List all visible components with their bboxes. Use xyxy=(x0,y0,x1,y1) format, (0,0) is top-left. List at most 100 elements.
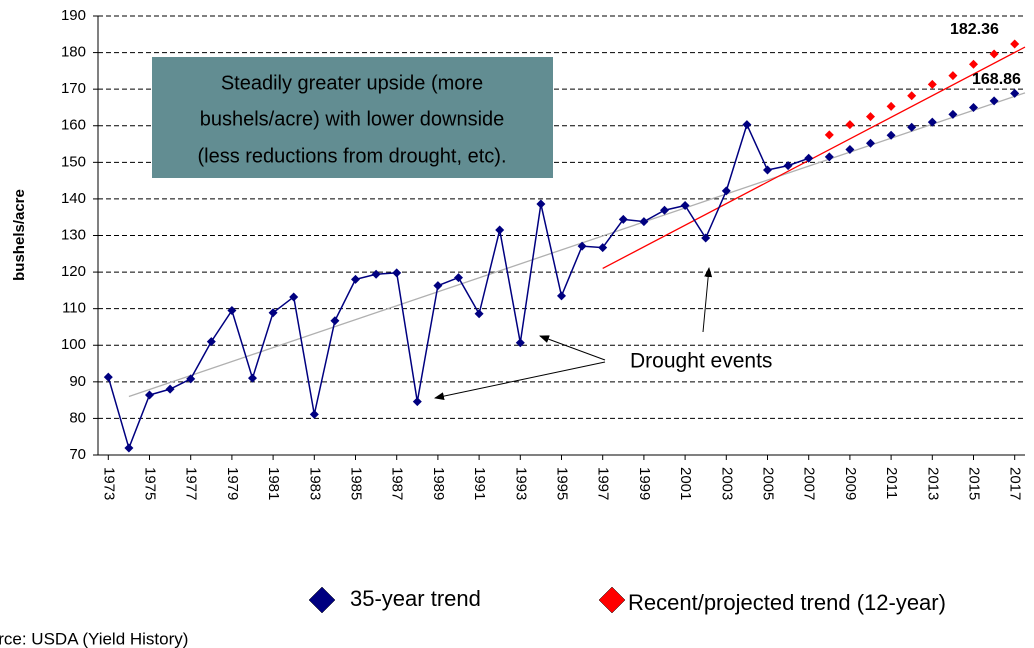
data-point xyxy=(886,130,896,140)
data-point xyxy=(763,165,772,175)
x-tick-label: 1981 xyxy=(265,467,282,500)
x-tick-label: 1979 xyxy=(224,467,241,500)
data-point xyxy=(557,291,566,301)
x-tick-label: 1999 xyxy=(636,467,653,500)
x-tick-label: 1997 xyxy=(595,467,612,500)
data-point xyxy=(660,205,669,215)
data-point xyxy=(577,241,587,251)
y-tick-label: 100 xyxy=(61,336,86,353)
data-point xyxy=(927,79,937,89)
y-tick-label: 160 xyxy=(61,117,86,134)
y-tick-label: 140 xyxy=(61,190,86,207)
data-point xyxy=(680,201,690,211)
data-point xyxy=(701,233,711,243)
x-tick-label: 2009 xyxy=(842,467,859,500)
data-point xyxy=(866,112,875,122)
x-tick-label: 1993 xyxy=(512,467,529,500)
legend-marker xyxy=(598,586,626,614)
y-tick-label: 110 xyxy=(62,300,86,317)
data-point xyxy=(866,138,875,148)
y-tick-label: 180 xyxy=(61,44,86,61)
data-point xyxy=(907,122,917,132)
data-point xyxy=(948,109,958,119)
data-point xyxy=(927,117,937,127)
data-point xyxy=(845,145,855,155)
data-point xyxy=(412,397,422,407)
data-point xyxy=(289,292,299,302)
data-point xyxy=(721,186,731,196)
x-tick-label: 1987 xyxy=(389,467,406,500)
legend-label: 35-year trend xyxy=(350,586,481,611)
data-point xyxy=(474,309,484,319)
annotation-text: (less reductions from drought, etc). xyxy=(197,145,506,167)
data-point xyxy=(145,390,154,400)
x-tick-label: 2017 xyxy=(1007,467,1024,500)
arrow xyxy=(539,335,606,361)
y-tick-label: 80 xyxy=(69,409,86,426)
trend-line xyxy=(602,46,1026,270)
data-point xyxy=(1010,39,1020,49)
arrow xyxy=(434,361,606,401)
data-point xyxy=(515,338,525,348)
data-point xyxy=(351,274,360,284)
data-point xyxy=(989,49,999,59)
source-note: Source: USDA (Yield History) xyxy=(0,629,188,648)
data-point xyxy=(742,120,752,130)
data-point xyxy=(206,337,216,347)
data-point xyxy=(948,71,958,81)
annotation-box xyxy=(152,57,553,178)
data-point xyxy=(165,384,175,394)
data-label: 182.36 xyxy=(950,21,999,38)
y-tick-label: 90 xyxy=(69,373,86,390)
x-tick-label: 2003 xyxy=(718,467,735,500)
y-tick-label: 190 xyxy=(61,7,86,24)
x-tick-label: 1991 xyxy=(471,467,488,500)
trend-line xyxy=(128,92,1026,398)
data-point xyxy=(227,305,237,315)
y-tick-label: 150 xyxy=(61,153,86,170)
data-point xyxy=(268,308,278,318)
data-point xyxy=(598,243,608,253)
x-tick-label: 2011 xyxy=(883,467,900,499)
data-point xyxy=(969,102,978,112)
data-point xyxy=(495,225,505,235)
x-tick-label: 1983 xyxy=(306,467,323,500)
data-point xyxy=(330,316,340,326)
data-point xyxy=(433,281,443,291)
x-tick-label: 2015 xyxy=(966,467,983,500)
x-tick-label: 1985 xyxy=(348,467,365,500)
annotation-text: Steadily greater upside (more xyxy=(221,72,483,94)
data-label: 168.86 xyxy=(972,71,1021,88)
x-tick-label: 1975 xyxy=(142,467,159,500)
data-point xyxy=(248,373,257,383)
data-point xyxy=(536,199,546,209)
data-point xyxy=(124,443,134,453)
x-tick-label: 1995 xyxy=(554,467,571,500)
arrow xyxy=(702,267,713,333)
data-point xyxy=(186,374,196,384)
annotation-text: bushels/acre) with lower downside xyxy=(200,108,505,130)
data-point xyxy=(392,268,402,278)
x-tick-label: 2007 xyxy=(801,467,818,500)
legend-marker xyxy=(308,586,336,614)
data-point xyxy=(309,409,319,419)
data-point xyxy=(454,273,463,283)
data-point xyxy=(824,130,834,140)
x-tick-label: 1989 xyxy=(430,467,447,500)
y-axis-label: bushels/acre xyxy=(11,189,28,281)
data-point xyxy=(845,120,855,130)
y-tick-label: 130 xyxy=(61,226,86,243)
y-tick-label: 170 xyxy=(61,80,86,97)
y-tick-label: 70 xyxy=(69,446,86,463)
data-point xyxy=(989,96,999,106)
x-tick-label: 2005 xyxy=(760,467,777,500)
data-point xyxy=(639,217,649,227)
data-point xyxy=(907,91,917,101)
data-point xyxy=(1010,88,1020,98)
x-tick-label: 2001 xyxy=(677,467,694,500)
x-tick-label: 1973 xyxy=(100,467,117,500)
annotation-text: Drought events xyxy=(630,350,772,373)
data-point xyxy=(824,152,834,162)
